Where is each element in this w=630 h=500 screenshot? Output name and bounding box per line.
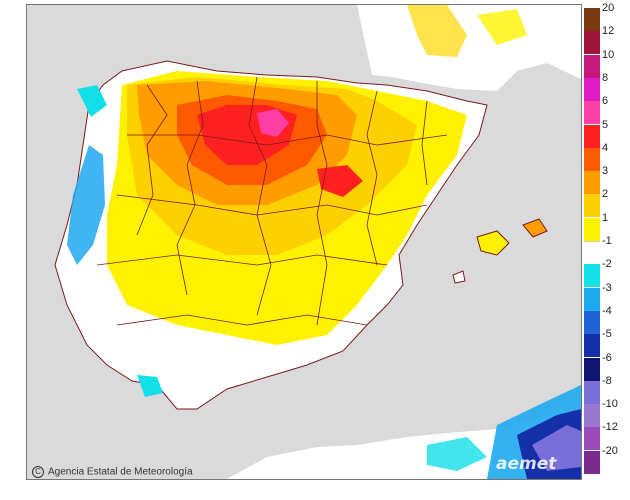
legend-label: 3 [602, 165, 609, 178]
legend-label: -8 [602, 374, 612, 387]
legend-item: -4 [584, 305, 626, 334]
province-borders [96, 76, 448, 326]
legend-swatch [584, 310, 600, 334]
legend-item: -3 [584, 282, 626, 311]
map-graphic [27, 5, 581, 479]
legend-swatch [584, 334, 600, 358]
legend-label: -12 [602, 421, 618, 434]
legend-item: 2 [584, 188, 626, 218]
legend-swatch [584, 54, 600, 78]
anomaly-map [26, 4, 582, 480]
legend-swatch [584, 450, 600, 474]
legend-item: 8 [584, 72, 626, 101]
legend-label: 20 [602, 2, 615, 14]
legend-item: -8 [584, 375, 626, 404]
legend-label: -3 [602, 281, 612, 294]
copyright-icon: C [32, 466, 44, 478]
legend-label: 8 [602, 71, 609, 84]
legend-swatch [584, 147, 600, 171]
legend-swatch [584, 241, 600, 266]
legend-item: 4 [584, 142, 626, 171]
legend-swatch [584, 264, 600, 288]
legend-item: 3 [584, 165, 626, 195]
legend-label: 1 [602, 211, 609, 224]
france-land [357, 5, 581, 91]
legend-swatch [584, 31, 600, 55]
legend-swatch [584, 8, 600, 31]
legend-item: 12 [584, 25, 626, 55]
legend-swatch [584, 101, 600, 125]
legend: 20 12 10 8 6 5 4 3 2 1 -1 -2 -3 -4 -5 -6 -8 -10 -12 -20 [584, 2, 626, 478]
legend-item: -6 [584, 352, 626, 381]
legend-label: -5 [602, 328, 612, 341]
legend-item: -10 [584, 398, 626, 428]
legend-label: 5 [602, 118, 609, 131]
legend-item: -20 [584, 445, 626, 474]
legend-swatch [584, 77, 600, 101]
balearics [476, 230, 510, 256]
legend-label: -20 [602, 444, 618, 457]
legend-item: 5 [584, 119, 626, 148]
legend-label: -4 [602, 304, 612, 317]
legend-swatch [584, 124, 600, 148]
legend-label: 6 [602, 95, 609, 108]
legend-label: 12 [602, 25, 615, 38]
legend-swatch [584, 427, 600, 451]
legend-label: -1 [602, 235, 612, 247]
coast-cool [67, 145, 105, 265]
legend-label: -10 [602, 398, 618, 411]
legend-item: 20 [584, 2, 626, 31]
credit: C Agencia Estatal de Meteorología [32, 466, 193, 478]
legend-label: 4 [602, 141, 609, 154]
legend-item: -12 [584, 421, 626, 451]
credit-text: Agencia Estatal de Meteorología [48, 466, 193, 478]
legend-label: -2 [602, 258, 612, 271]
aemet-logo: aemet [496, 454, 557, 474]
legend-swatch [584, 217, 600, 241]
legend-item: 10 [584, 49, 626, 78]
legend-item: -2 [584, 258, 626, 288]
legend-swatch [584, 357, 600, 381]
legend-swatch [584, 287, 600, 311]
legend-label: -6 [602, 351, 612, 364]
legend-swatch [584, 404, 600, 428]
legend-label: 2 [602, 188, 609, 201]
legend-swatch [584, 380, 600, 404]
anomaly-6 [257, 109, 289, 137]
legend-label: 10 [602, 48, 615, 61]
legend-item: -5 [584, 328, 626, 358]
legend-item: 1 [584, 212, 626, 241]
legend-swatch [584, 194, 600, 218]
legend-swatch [584, 171, 600, 195]
legend-item: 6 [584, 95, 626, 125]
